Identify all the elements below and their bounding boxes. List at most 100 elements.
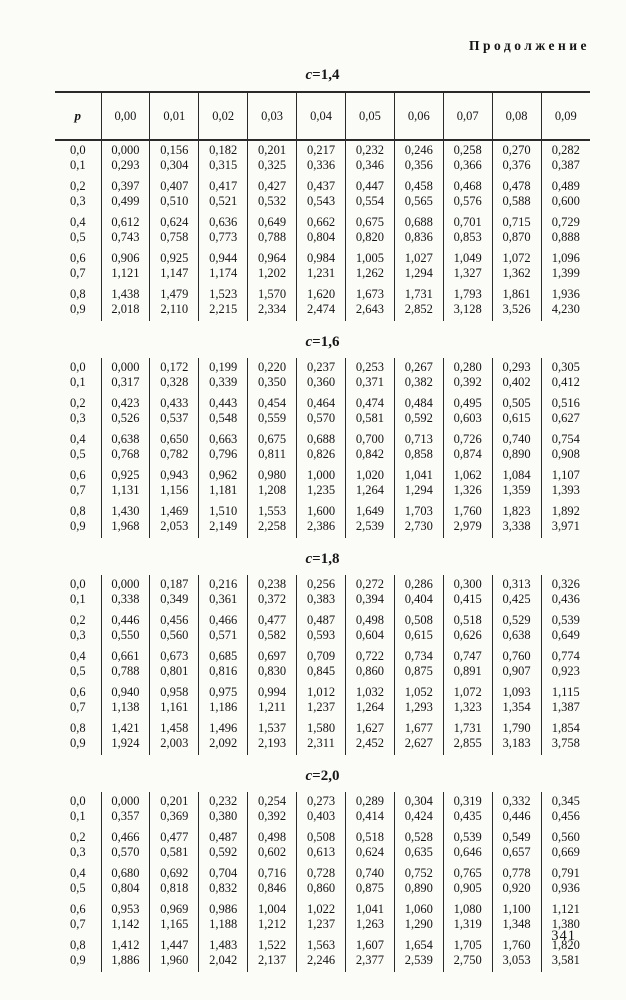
table-cell: 0,372 [247,592,297,607]
table-cell: 1,430 [100,498,150,519]
table-cell: 0,304 [149,158,199,173]
table-cell: 1,760 [442,498,493,519]
table-cell: 2,018 [100,302,150,321]
table-cell: 1,620 [296,281,346,302]
table-row: 0,8 1,412 1,447 1,483 1,522 1,563 1,607 1,654 1,… [55,932,590,953]
table-cell: 0,958 [149,679,199,700]
table-cell: 1,100 [491,896,542,917]
table-cell: 0,273 [296,792,346,809]
table-cell: 0,332 [491,792,542,809]
table-cell: 1,121 [100,266,150,281]
table-cell: 0,339 [198,375,248,390]
table-row: 0,2 0,466 0,477 0,487 0,498 0,508 0,518 0,528 0,… [55,824,590,845]
row-label-p: 0,3 [69,845,86,859]
table-cell: 1,705 [442,932,493,953]
table-cell: 0,528 [393,824,444,845]
table-cell: 0,270 [491,140,542,158]
table-cell: 0,788 [247,230,297,245]
column-header: 0,01 [149,91,199,141]
table-cell: 0,576 [442,194,493,209]
table-cell: 1,062 [442,462,493,483]
table-cell: 0,394 [344,592,395,607]
table-cell: 0,747 [442,643,493,664]
table-cell: 0,612 [100,209,150,230]
table-cell: 2,042 [198,953,248,972]
data-table: p 0,00 0,01 0,02 0,03 0,04 0,05 0,06 0,07 0,08 0,0… [55,91,590,321]
table-row: 0,1 0,317 0,328 0,339 0,350 0,360 0,371 0,382 0,… [55,375,590,390]
row-label-p: 0,4 [69,215,86,229]
row-label-p: 0,5 [69,881,86,895]
table-cell: 0,474 [344,390,395,411]
table-cell: 1,649 [344,498,395,519]
column-header: 0,03 [247,91,297,141]
table-cell: 1,523 [198,281,248,302]
table-cell: 2,643 [344,302,395,321]
table-cell: 0,832 [198,881,248,896]
table-cell: 0,392 [247,809,297,824]
table-cell: 0,600 [540,194,590,209]
row-label-p: 0,9 [69,302,86,316]
table-cell: 0,925 [149,245,199,266]
table-row: 0,8 1,430 1,469 1,510 1,553 1,600 1,649 1,703 1,… [55,498,590,519]
table-cell: 0,477 [247,607,297,628]
table-cell: 0,627 [540,411,590,426]
table-cell: 0,680 [100,860,150,881]
table-cell: 0,697 [247,643,297,664]
table-cell: 0,537 [149,411,199,426]
table-cell: 1,412 [100,932,150,953]
table-cell: 0,338 [100,592,150,607]
title-value: 1,4 [320,67,340,83]
table-row: 0,9 2,018 2,110 2,215 2,334 2,474 2,643 2,852 3,… [55,302,590,321]
table-cell: 0,325 [247,158,297,173]
table-cell: 0,521 [198,194,248,209]
table-cell: 0,417 [198,173,248,194]
table-cell: 2,627 [393,736,444,755]
table-cell: 0,964 [247,245,297,266]
table-cell: 1,483 [198,932,248,953]
table-cell: 1,165 [149,917,199,932]
table-cell: 1,290 [393,917,444,932]
table-cell: 0,315 [198,158,248,173]
table-cell: 0,662 [296,209,346,230]
table-cell: 0,397 [100,173,150,194]
row-label-p: 0,1 [69,809,86,823]
row-label-p: 0,6 [69,468,86,482]
row-label-p: 0,2 [69,396,86,410]
title-variable: c [305,67,313,83]
table-cell: 1,237 [296,917,346,932]
data-table: 0,0 0,000 0,187 0,216 0,238 0,256 0,272 0,286 0,… [55,575,590,755]
table-cell: 0,875 [393,664,444,679]
table-cell: 0,826 [296,447,346,462]
column-header: 0,08 [491,91,542,141]
table-title: c=1,6 [55,334,590,351]
title-equals: = [312,551,321,567]
table-cell: 2,852 [393,302,444,321]
table-cell: 0,758 [149,230,199,245]
table-cell: 0,891 [442,664,493,679]
continuation-label: Продолжение [469,38,590,53]
table-section-c-2,0: c=2,0 0,0 0,000 0,201 0,232 0,254 0,273 0,289 0,… [55,768,590,972]
table-cell: 2,474 [296,302,346,321]
table-cell: 0,454 [247,390,297,411]
table-cell: 0,433 [149,390,199,411]
table-cell: 1,093 [491,679,542,700]
title-variable: c [305,334,313,350]
table-cell: 1,186 [198,700,248,715]
table-cell: 0,875 [344,881,395,896]
table-cell: 0,425 [491,592,542,607]
table-cell: 1,208 [247,483,297,498]
table-cell: 0,962 [198,462,248,483]
table-cell: 0,424 [393,809,444,824]
table-cell: 1,600 [296,498,346,519]
table-cell: 0,571 [198,628,248,643]
table-cell: 2,377 [344,953,395,972]
table-cell: 0,791 [540,860,590,881]
row-label-p: 0,6 [69,251,86,265]
table-row: 0,4 0,661 0,673 0,685 0,697 0,709 0,722 0,734 0,… [55,643,590,664]
table-cell: 0,380 [198,809,248,824]
table-cell: 2,215 [198,302,248,321]
table-row: 0,6 0,940 0,958 0,975 0,994 1,012 1,032 1,052 1,… [55,679,590,700]
table-cell: 1,121 [540,896,590,917]
table-cell: 1,936 [540,281,590,302]
table-cell: 2,110 [149,302,199,321]
